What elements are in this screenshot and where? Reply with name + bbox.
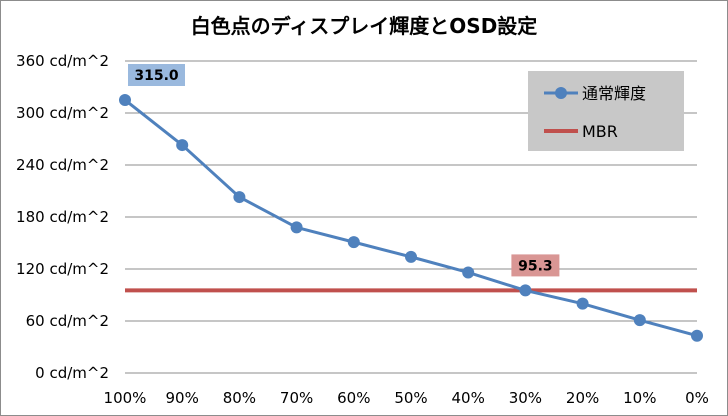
data-point: [405, 250, 417, 263]
y-tick-label: 300 cd/m^2: [16, 104, 109, 122]
data-point: [519, 284, 532, 297]
y-tick-label: 0 cd/m^2: [35, 364, 109, 382]
legend-box: [528, 71, 684, 151]
x-tick-label: 30%: [509, 389, 542, 407]
x-tick-label: 100%: [104, 389, 147, 407]
x-axis-ticks: 100% 90% 80% 70% 60% 50% 40% 30% 20% 10% 0%: [104, 389, 709, 407]
x-tick-label: 40%: [452, 389, 485, 407]
plot-series: [119, 94, 703, 342]
data-point: [576, 297, 589, 310]
data-point: [691, 329, 703, 342]
data-point: [119, 94, 131, 106]
x-tick-label: 0%: [685, 389, 709, 407]
x-tick-label: 60%: [337, 389, 370, 407]
x-tick-label: 70%: [280, 389, 313, 407]
legend-marker: [555, 87, 567, 99]
data-point: [633, 314, 646, 327]
y-tick-label: 240 cd/m^2: [16, 156, 109, 174]
x-tick-label: 10%: [623, 389, 656, 407]
x-tick-label: 90%: [166, 389, 199, 407]
data-labels: 315.0 95.3: [128, 64, 560, 277]
data-label: 315.0: [134, 68, 179, 84]
y-tick-label: 360 cd/m^2: [16, 52, 109, 70]
y-axis-ticks: 0 cd/m^2 60 cd/m^2 120 cd/m^2 180 cd/m^2 240…: [16, 52, 109, 382]
y-tick-label: 180 cd/m^2: [16, 208, 109, 226]
legend: 通常輝度 MBR: [528, 71, 684, 151]
x-tick-label: 50%: [394, 389, 427, 407]
data-point: [347, 236, 360, 249]
x-tick-label: 20%: [566, 389, 599, 407]
data-point: [176, 139, 189, 152]
x-tick-label: 80%: [223, 389, 256, 407]
y-tick-label: 120 cd/m^2: [16, 260, 109, 278]
data-label-box: [511, 254, 560, 277]
y-tick-label: 60 cd/m^2: [26, 312, 109, 330]
data-label: 95.3: [518, 258, 553, 274]
data-point: [462, 266, 475, 279]
chart-title: 白色点のディスプレイ輝度とOSD設定: [191, 14, 538, 38]
gridlines: [125, 60, 697, 374]
data-point: [233, 191, 246, 204]
legend-entry: MBR: [582, 122, 618, 141]
data-point: [290, 221, 303, 234]
data-label-box: [128, 64, 185, 86]
legend-entry: 通常輝度: [582, 84, 646, 103]
